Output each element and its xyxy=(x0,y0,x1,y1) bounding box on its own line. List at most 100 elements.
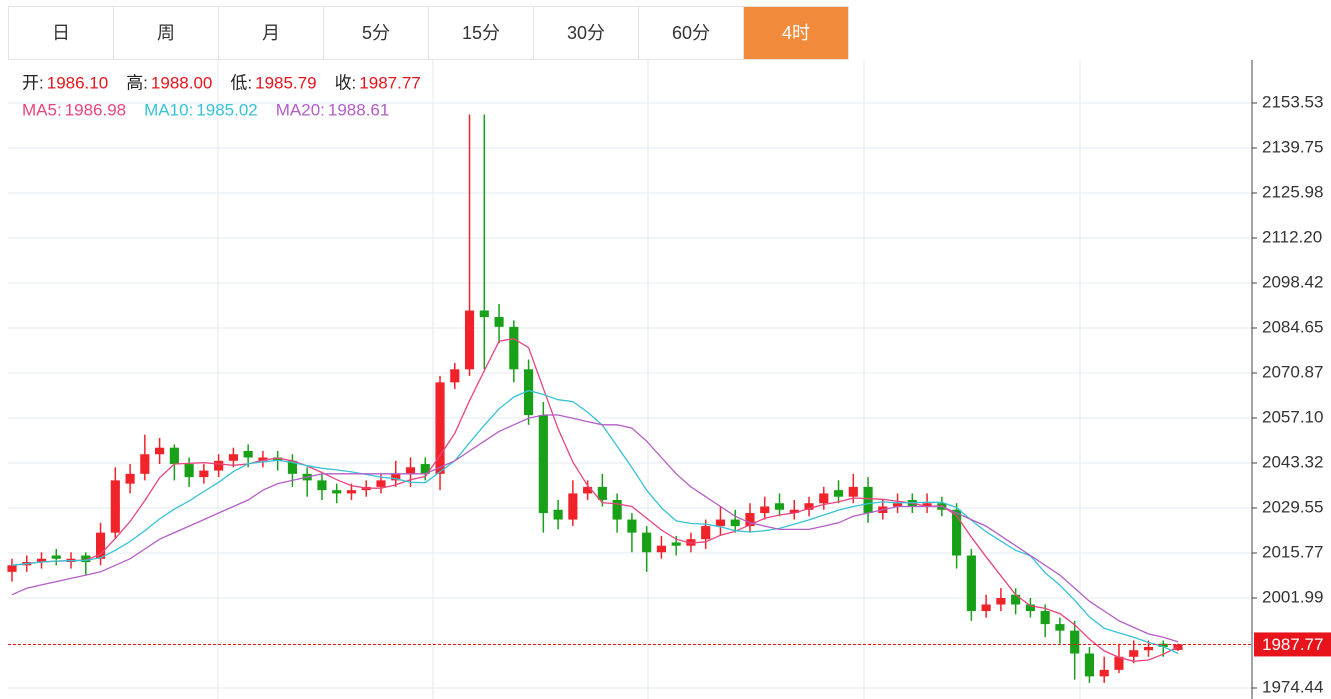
candle-body xyxy=(760,506,770,514)
timeframe-tab[interactable]: 日 xyxy=(9,7,114,59)
candle-body xyxy=(553,509,563,520)
candle-body xyxy=(848,486,858,497)
candle-body xyxy=(804,503,814,510)
candle-body xyxy=(981,604,991,612)
candle-body xyxy=(169,447,179,465)
candle-body xyxy=(656,545,666,553)
header-value: 1985.79 xyxy=(255,73,316,92)
candle-body xyxy=(494,317,504,327)
candle-body xyxy=(1025,604,1035,612)
y-tick-label: 2015.77 xyxy=(1262,542,1323,561)
candle-body xyxy=(376,480,386,487)
candle-body xyxy=(214,460,224,471)
candle-body xyxy=(863,486,873,514)
candle-body xyxy=(199,470,209,478)
candle-body xyxy=(184,464,194,478)
candle-body xyxy=(346,490,357,494)
candle-body xyxy=(228,454,238,461)
header-value: 1986.98 xyxy=(65,100,126,119)
candle-body xyxy=(774,503,785,510)
candle-body xyxy=(509,326,519,370)
y-tick-label: 1974.44 xyxy=(1262,677,1323,696)
candle-body xyxy=(155,447,165,455)
header-value: 1987.77 xyxy=(359,73,420,92)
candle-body xyxy=(420,464,430,474)
header-label: MA20: xyxy=(276,100,325,119)
candle-body xyxy=(273,457,283,461)
candle-body xyxy=(36,558,47,563)
header-value: 1988.61 xyxy=(328,100,389,119)
candle-body xyxy=(1040,611,1050,625)
last-price-tag xyxy=(1254,632,1331,657)
candle-body xyxy=(833,490,844,497)
candle-body xyxy=(597,486,607,500)
candle-body xyxy=(1011,594,1021,605)
candle-body xyxy=(258,457,268,461)
candle-body xyxy=(627,519,637,533)
y-tick-label: 2153.53 xyxy=(1262,92,1323,111)
candle-body xyxy=(789,509,799,514)
candle-body xyxy=(51,555,61,559)
candle-body xyxy=(1114,656,1124,670)
timeframe-tab[interactable]: 30分 xyxy=(534,7,639,59)
y-tick-label: 2070.87 xyxy=(1262,362,1323,381)
ma-line xyxy=(11,337,1179,662)
candle-body xyxy=(110,480,120,533)
timeframe-tab[interactable]: 周 xyxy=(114,7,219,59)
candle-body xyxy=(95,532,106,559)
timeframe-tab[interactable]: 5分 xyxy=(324,7,429,59)
candle-body xyxy=(952,509,962,556)
candle-body xyxy=(1129,650,1139,657)
candle-body xyxy=(464,310,475,370)
candle-body xyxy=(1055,624,1065,631)
timeframe-tab[interactable]: 月 xyxy=(219,7,324,59)
candle-body xyxy=(7,565,17,572)
candle-body xyxy=(583,486,593,494)
candle-body xyxy=(1158,643,1168,647)
candle-body xyxy=(892,503,903,507)
candle-body xyxy=(287,460,298,474)
candle-body xyxy=(745,513,755,527)
timeframe-tab[interactable]: 15分 xyxy=(429,7,534,59)
candle-body xyxy=(125,473,135,484)
candle-body xyxy=(1143,646,1154,651)
candle-body xyxy=(243,450,253,458)
candle-body xyxy=(686,539,696,546)
y-tick-label: 2125.98 xyxy=(1262,182,1323,201)
header-label: MA5: xyxy=(22,100,62,119)
header-label: 开: xyxy=(22,73,44,92)
y-tick-label: 2112.20 xyxy=(1262,227,1322,246)
candle-body xyxy=(1099,669,1109,677)
candle-body xyxy=(479,310,489,318)
last-price-label: 1987.77 xyxy=(1262,635,1323,654)
y-tick-label: 2139.75 xyxy=(1262,137,1323,156)
candle-body xyxy=(715,519,726,527)
candle-body xyxy=(996,597,1006,605)
candle-body xyxy=(450,369,460,383)
y-tick-label: 2043.32 xyxy=(1262,452,1323,471)
candle-body xyxy=(317,480,327,491)
header-label: 高: xyxy=(126,73,148,92)
candle-body xyxy=(612,499,622,520)
candle-body xyxy=(568,493,578,520)
header-value: 1985.02 xyxy=(196,100,257,119)
y-tick-label: 2001.99 xyxy=(1262,587,1323,606)
timeframe-tab[interactable]: 4时 xyxy=(744,7,849,59)
y-tick-label: 2098.42 xyxy=(1262,272,1323,291)
candle-body xyxy=(922,503,932,507)
candle-body xyxy=(140,454,150,474)
candle-body xyxy=(391,473,401,481)
y-tick-label: 2084.65 xyxy=(1262,317,1323,336)
candle-body xyxy=(435,382,445,474)
candle-body xyxy=(538,415,548,514)
candle-body xyxy=(332,490,342,494)
header-label: 低: xyxy=(230,73,252,92)
header-value: 1986.10 xyxy=(47,73,108,92)
timeframe-tab[interactable]: 60分 xyxy=(639,7,744,59)
candle-body xyxy=(671,542,681,546)
candle-body xyxy=(81,555,91,563)
y-tick-label: 2057.10 xyxy=(1262,407,1323,426)
header-value: 1988.00 xyxy=(151,73,212,92)
